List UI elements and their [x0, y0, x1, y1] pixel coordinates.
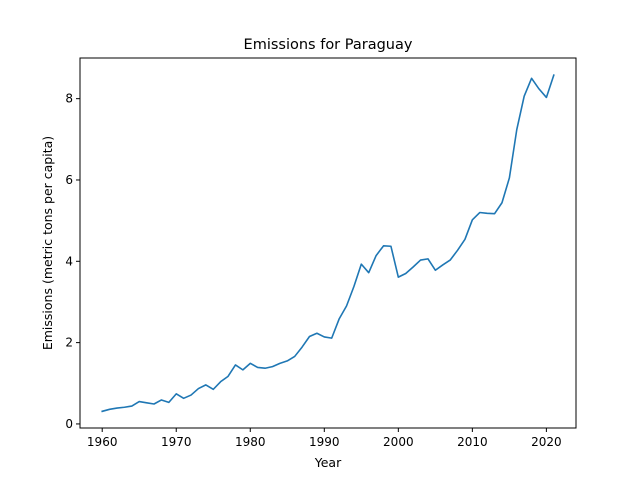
x-tick-label: 2000 — [383, 435, 414, 449]
x-axis-label: Year — [314, 455, 342, 470]
x-tick-label: 1970 — [161, 435, 192, 449]
axes-frame — [79, 57, 577, 429]
y-tick-label: 2 — [65, 336, 73, 350]
y-tick-label: 6 — [65, 173, 73, 187]
x-tick-label: 1990 — [309, 435, 340, 449]
x-tick-label: 1980 — [235, 435, 266, 449]
y-axis-ticks: 0 2 4 6 8 — [65, 92, 80, 431]
y-axis-label: Emissions (metric tons per capita) — [40, 136, 55, 350]
x-axis-ticks: 1960 1970 1980 1990 2000 2010 2020 — [87, 428, 562, 449]
chart-title: Emissions for Paraguay — [244, 37, 413, 53]
y-tick-label: 8 — [65, 92, 73, 106]
x-tick-label: 1960 — [87, 435, 118, 449]
y-tick-label: 4 — [65, 254, 73, 268]
x-tick-label: 2020 — [531, 435, 562, 449]
x-tick-label: 2010 — [457, 435, 488, 449]
y-tick-label: 0 — [65, 417, 73, 431]
series-line-0 — [101, 74, 555, 413]
plot-area — [101, 74, 555, 413]
